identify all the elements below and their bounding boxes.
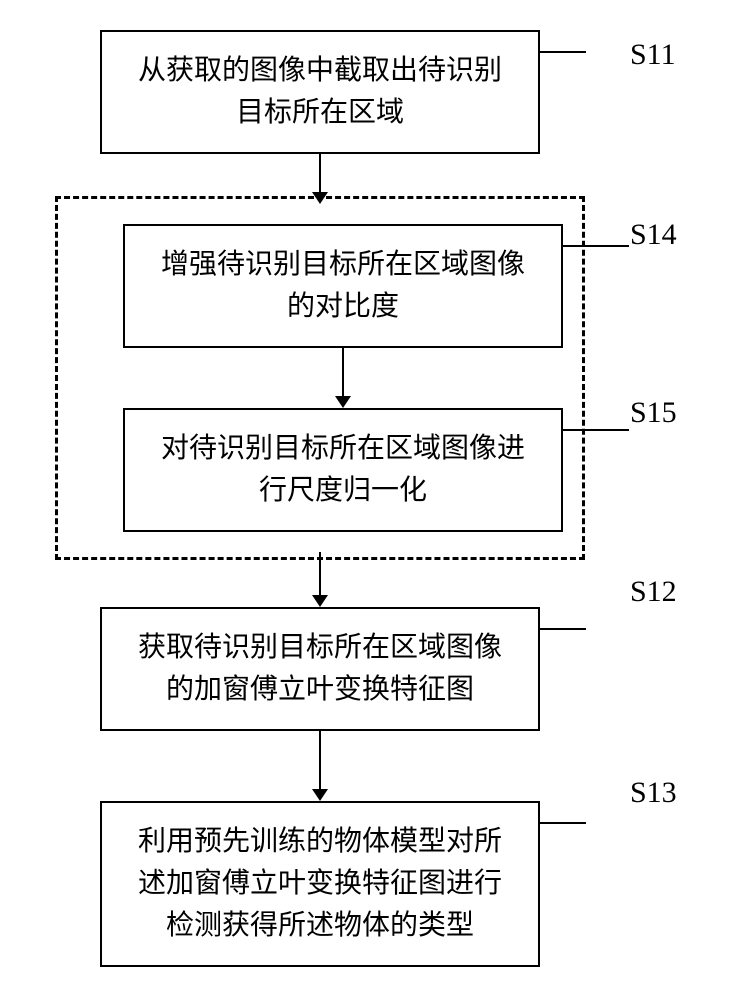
step-text: 对待识别目标所在区域图像进行尺度归一化 — [161, 433, 525, 506]
step-text: 获取待识别目标所在区域图像的加窗傅立叶变换特征图 — [138, 632, 502, 705]
step-label-s15: S15 — [630, 398, 677, 428]
arrow-s12-to-s13 — [100, 731, 540, 801]
connector-s13 — [538, 803, 618, 843]
arrow-icon — [305, 731, 335, 801]
step-label-s12: S12 — [630, 577, 677, 607]
dashed-group: 增强待识别目标所在区域图像的对比度 对待识别目标所在区域图像进行尺度归一化 — [55, 196, 585, 560]
step-text: 增强待识别目标所在区域图像的对比度 — [161, 249, 525, 322]
step-text: 利用预先训练的物体模型对所述加窗傅立叶变换特征图进行检测获得所述物体的类型 — [138, 826, 502, 941]
step-box-s11: 从获取的图像中截取出待识别目标所在区域 — [100, 30, 540, 154]
step-label-s13: S13 — [630, 778, 677, 808]
arrow-s14-to-s15 — [123, 348, 563, 408]
connector-s12 — [538, 609, 618, 649]
arrow-icon — [328, 348, 358, 408]
arrow-icon — [305, 552, 335, 607]
connector-s11 — [538, 32, 618, 72]
step-label-s11: S11 — [630, 40, 676, 70]
step-label-s14: S14 — [630, 220, 677, 250]
step-box-s15: 对待识别目标所在区域图像进行尺度归一化 — [123, 408, 563, 532]
arrow-group-to-s12 — [100, 552, 540, 607]
step-box-s14: 增强待识别目标所在区域图像的对比度 — [123, 224, 563, 348]
step-box-s13: 利用预先训练的物体模型对所述加窗傅立叶变换特征图进行检测获得所述物体的类型 — [100, 801, 540, 967]
step-box-s12: 获取待识别目标所在区域图像的加窗傅立叶变换特征图 — [100, 607, 540, 731]
step-text: 从获取的图像中截取出待识别目标所在区域 — [138, 55, 502, 128]
flowchart-container: 从获取的图像中截取出待识别目标所在区域 S11 增强待识别目标所在区域图像的对比… — [50, 30, 700, 967]
